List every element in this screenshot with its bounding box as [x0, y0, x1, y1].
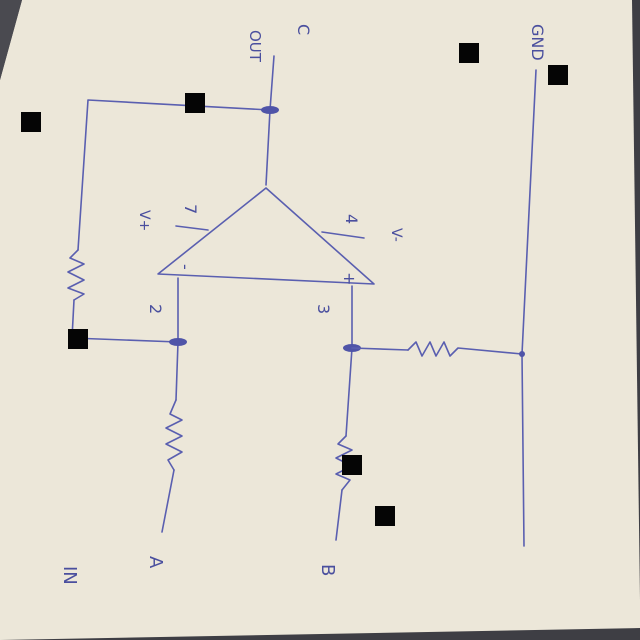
vminus-label: V-	[388, 228, 404, 242]
vplus-pin-line	[175, 225, 209, 231]
marker-square	[548, 65, 568, 85]
out-label: OUT	[246, 30, 264, 63]
inverting-sign: -	[176, 264, 195, 270]
ground-resistor-wire	[351, 347, 409, 351]
op-amp-triangle	[157, 187, 375, 285]
paper-shadow-edge	[0, 0, 22, 80]
marker-square	[342, 455, 362, 475]
inverting-node-dot	[169, 338, 187, 346]
pin-2-label: 2	[146, 304, 165, 314]
c-node-label: C	[294, 24, 313, 35]
input-a-wire	[161, 469, 175, 533]
marker-square	[185, 93, 205, 113]
noninverting-sign: +	[340, 272, 359, 285]
vplus-label: V+	[136, 210, 152, 231]
input-b-label: B	[317, 564, 338, 576]
input-a-label: A	[145, 556, 166, 569]
feedback-wire	[77, 99, 271, 251]
vminus-pin-line	[321, 231, 365, 239]
marker-square	[459, 43, 479, 63]
marker-square	[21, 112, 41, 132]
feedback-resistor	[67, 249, 85, 301]
pin-3-label: 3	[314, 304, 333, 314]
marker-square	[375, 506, 395, 526]
input-b-wire	[335, 489, 343, 541]
ground-node-dot	[519, 351, 525, 357]
in-label: IN	[59, 566, 80, 585]
marker-square	[68, 329, 88, 349]
ground-resistor	[407, 341, 523, 357]
gnd-label: GND	[528, 24, 547, 61]
pin-7-label: 7	[181, 204, 200, 214]
pin-4-label: 4	[342, 214, 361, 224]
output-node-dot	[261, 106, 279, 114]
input-a-resistor	[165, 399, 183, 471]
